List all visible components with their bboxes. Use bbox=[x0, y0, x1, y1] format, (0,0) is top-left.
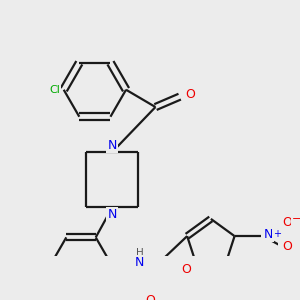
Text: N: N bbox=[263, 228, 273, 241]
Text: N: N bbox=[107, 208, 117, 221]
Text: O: O bbox=[182, 263, 191, 276]
Text: O: O bbox=[283, 240, 292, 253]
Text: N: N bbox=[107, 139, 117, 152]
Text: O: O bbox=[283, 217, 292, 230]
Text: O: O bbox=[145, 294, 155, 300]
Text: O: O bbox=[185, 88, 195, 101]
Text: N: N bbox=[135, 256, 145, 269]
Text: Cl: Cl bbox=[50, 85, 61, 95]
Text: +: + bbox=[273, 230, 281, 239]
Text: H: H bbox=[136, 248, 144, 258]
Text: −: − bbox=[292, 214, 300, 224]
